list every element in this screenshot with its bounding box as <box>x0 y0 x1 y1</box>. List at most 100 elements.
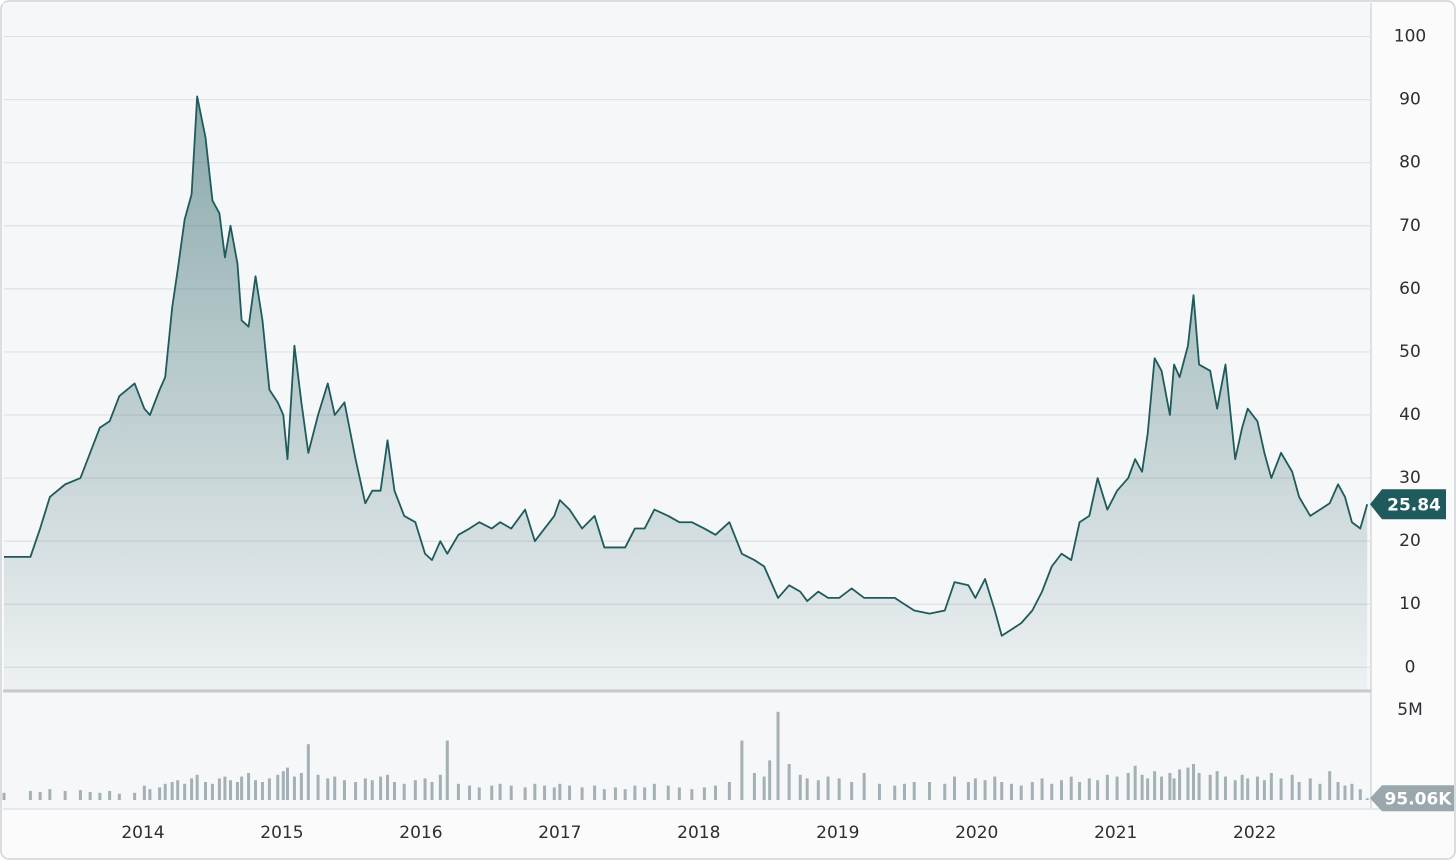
volume-bar <box>386 774 390 800</box>
volume-bar <box>862 773 866 800</box>
volume-bar <box>1365 798 1369 800</box>
volume-bar <box>223 776 227 800</box>
x-tick-label: 2015 <box>260 823 303 843</box>
volume-bar <box>176 780 180 800</box>
x-tick-label: 2017 <box>538 823 581 843</box>
volume-bar <box>438 774 442 800</box>
volume-bar <box>306 744 310 800</box>
volume-bar <box>762 776 766 800</box>
volume-bar <box>543 785 547 800</box>
volume-bar <box>38 791 42 800</box>
volume-bar <box>217 778 221 800</box>
volume-bar <box>702 787 706 800</box>
volume-bar <box>826 776 830 800</box>
volume-bar <box>1262 780 1266 800</box>
volume-bar <box>1246 778 1250 800</box>
volume-bar <box>456 783 460 800</box>
volume-bar <box>677 787 681 800</box>
volume-bar <box>203 782 207 800</box>
volume-bar <box>1009 783 1013 800</box>
x-tick-label: 2019 <box>816 823 859 843</box>
volume-bar <box>117 793 121 800</box>
volume-bar <box>643 787 647 800</box>
volume-bar <box>28 791 32 800</box>
volume-bar <box>1297 782 1301 800</box>
volume-bar <box>1343 785 1347 800</box>
volume-bar <box>1233 780 1237 800</box>
volume-bar <box>229 780 233 800</box>
last-volume-label: 95.06K <box>1385 789 1453 809</box>
volume-bar <box>281 771 285 800</box>
volume-bar <box>1019 785 1023 800</box>
volume-bar <box>1308 778 1312 800</box>
volume-bar <box>1140 774 1144 800</box>
x-tick-label: 2022 <box>1233 823 1276 843</box>
volume-bar <box>1069 776 1073 800</box>
volume-bar <box>490 785 494 800</box>
x-tick-label: 2018 <box>677 823 720 843</box>
volume-bar <box>805 778 809 800</box>
last-price-badge <box>1370 489 1446 520</box>
volume-bar <box>292 776 296 800</box>
volume-bar <box>1336 782 1340 800</box>
y-tick-label: 100 <box>1394 27 1426 47</box>
volume-bar <box>267 778 271 800</box>
volume-bar <box>370 780 374 800</box>
volume-bar <box>195 774 199 800</box>
y-tick-label: 5M <box>1397 700 1422 720</box>
volume-bar <box>1318 783 1322 800</box>
volume-bar <box>1240 774 1244 800</box>
volume-bar <box>413 780 417 800</box>
volume-bar <box>613 787 617 800</box>
volume-bar <box>877 783 881 800</box>
y-tick-label: 0 <box>1405 657 1416 677</box>
volume-bar <box>623 789 627 800</box>
volume-bar <box>163 783 167 800</box>
volume-bar <box>850 782 854 800</box>
volume-bar <box>48 789 52 800</box>
volume-bar <box>316 774 320 800</box>
volume-bar <box>1350 783 1354 800</box>
volume-bar <box>1000 782 1004 800</box>
volume-bar <box>776 711 780 800</box>
y-tick-label: 20 <box>1399 531 1421 551</box>
volume-bar <box>363 778 367 800</box>
volume-bar <box>533 783 537 800</box>
volume-bar <box>1186 767 1190 800</box>
x-tick-label: 2021 <box>1094 823 1137 843</box>
volume-bar <box>568 785 572 800</box>
last-price-label: 25.84 <box>1387 495 1441 515</box>
volume-bar <box>1168 773 1172 800</box>
volume-bar <box>1078 782 1082 800</box>
volume-bar <box>912 782 916 800</box>
volume-bar <box>666 785 670 800</box>
volume-bar <box>354 782 358 800</box>
volume-bar <box>893 785 897 800</box>
volume-bar <box>299 773 303 800</box>
volume-bar <box>727 782 731 800</box>
volume-bar <box>1192 764 1196 800</box>
volume-bar <box>690 789 694 800</box>
x-tick-label: 2014 <box>121 823 164 843</box>
volume-bar <box>98 792 102 800</box>
volume-bar <box>752 773 756 800</box>
volume-bar <box>966 782 970 800</box>
volume-bar <box>837 778 841 800</box>
volume-bar <box>240 776 244 800</box>
volume-bar <box>523 787 527 800</box>
volume-bar <box>740 740 744 800</box>
volume-bar <box>1279 778 1283 800</box>
volume-bar <box>235 782 239 800</box>
volume-bar <box>580 787 584 800</box>
volume-bar <box>1030 782 1034 800</box>
volume-bar <box>1133 765 1137 800</box>
volume-bar <box>902 783 906 800</box>
volume-bar <box>2 792 6 800</box>
volume-bar <box>1223 776 1227 800</box>
volume-bar <box>593 785 597 800</box>
volume-bar <box>1040 778 1044 800</box>
y-tick-label: 40 <box>1399 405 1421 425</box>
volume-bar <box>183 783 187 800</box>
volume-bar <box>983 780 987 800</box>
